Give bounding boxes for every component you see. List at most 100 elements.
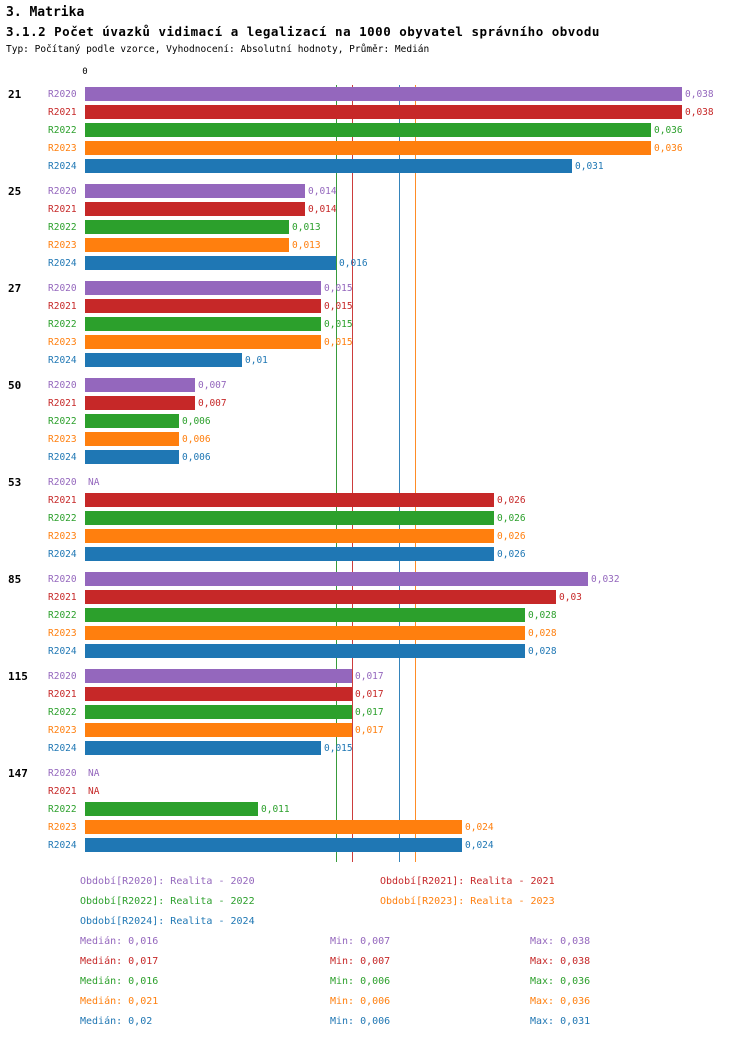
bar-zone: 0,026 [85,545,750,563]
value-bar [85,123,651,137]
stat-max-R2021: Max: 0,038 [530,956,591,967]
value-bar [85,669,352,683]
value-label: 0,028 [528,645,557,657]
bar-group-27: 27 R2020 0,015 R2021 0,015 R2022 0,015 R2023 0,0… [0,279,750,369]
bar-zone: 0,017 [85,667,750,685]
value-bar [85,141,651,155]
series-label: R2020 [48,670,77,682]
stat-median-R2023: Medián: 0,021 [80,996,159,1007]
bar-row: R2022 0,013 [0,218,750,236]
bar-row: 50 R2020 0,007 [0,376,750,394]
value-label: 0,015 [324,742,353,754]
stat-median-R2022: Medián: 0,016 [80,976,159,987]
value-label: 0,015 [324,336,353,348]
bar-group-53: 53 R2020 NA R2021 0,026 R2022 0,026 R2023 0,026 R… [0,473,750,563]
bar-group-25: 25 R2020 0,014 R2021 0,014 R2022 0,013 R2023 0,0… [0,182,750,272]
stat-max-R2022: Max: 0,036 [530,976,591,987]
stat-min-R2023: Min: 0,006 [330,996,391,1007]
value-label: 0,014 [308,203,337,215]
value-bar [85,432,179,446]
series-label: R2023 [48,239,77,251]
bar-row: R2024 0,01 [0,351,750,369]
value-bar [85,396,195,410]
bar-row: R2021 0,015 [0,297,750,315]
series-label: R2021 [48,397,77,409]
value-bar [85,608,525,622]
series-label: R2022 [48,221,77,233]
series-label: R2022 [48,318,77,330]
bar-row: R2022 0,011 [0,800,750,818]
value-bar [85,820,462,834]
series-label: R2024 [48,839,77,851]
series-label: R2020 [48,185,77,197]
value-bar [85,547,494,561]
bar-row: R2022 0,015 [0,315,750,333]
series-label: R2023 [48,530,77,542]
value-label: 0,03 [559,591,582,603]
legend-item-R2022: Období[R2022]: Realita - 2022 [80,896,255,907]
bar-zone: NA [85,764,750,782]
series-label: R2023 [48,627,77,639]
series-label: R2020 [48,767,77,779]
bar-row: R2022 0,006 [0,412,750,430]
value-label: 0,031 [575,160,604,172]
bar-row: 27 R2020 0,015 [0,279,750,297]
chart-meta: Typ: Počítaný podle vzorce, Vyhodnocení:… [6,44,430,55]
series-label: R2021 [48,300,77,312]
series-label: R2024 [48,742,77,754]
bar-zone: 0,007 [85,376,750,394]
series-label: R2021 [48,203,77,215]
stat-min-R2021: Min: 0,007 [330,956,391,967]
bar-zone: 0,014 [85,200,750,218]
bar-zone: 0,032 [85,570,750,588]
chart-subtitle: 3.1.2 Počet úvazků vidimací a legalizací… [6,24,600,39]
series-label: R2022 [48,415,77,427]
value-bar [85,572,588,586]
bar-row: 53 R2020 NA [0,473,750,491]
series-label: R2020 [48,573,77,585]
value-bar [85,317,321,331]
stat-max-R2024: Max: 0,031 [530,1016,591,1027]
value-bar [85,705,352,719]
value-bar [85,741,321,755]
series-label: R2024 [48,160,77,172]
value-label: 0,014 [308,185,337,197]
bar-group-50: 50 R2020 0,007 R2021 0,007 R2022 0,006 R2023 0,0… [0,376,750,466]
group-label: 21 [8,87,22,101]
bar-zone: 0,024 [85,818,750,836]
value-label: 0,026 [497,548,526,560]
series-label: R2022 [48,609,77,621]
legend-item-R2024: Období[R2024]: Realita - 2024 [80,916,255,927]
bar-row: R2024 0,015 [0,739,750,757]
series-label: R2020 [48,282,77,294]
bar-zone: 0,026 [85,527,750,545]
value-label: 0,036 [654,124,683,136]
value-bar [85,238,289,252]
series-label: R2022 [48,706,77,718]
series-label: R2020 [48,476,77,488]
bar-zone: 0,006 [85,448,750,466]
value-label: NA [88,785,100,797]
bar-group-147: 147 R2020 NA R2021 NA R2022 0,011 R2023 0,024 R20… [0,764,750,854]
group-label: 85 [8,572,22,586]
value-label: NA [88,767,100,779]
bar-row: R2023 0,006 [0,430,750,448]
value-label: NA [88,476,100,488]
bar-zone: 0,038 [85,85,750,103]
value-bar [85,723,352,737]
bar-row: R2024 0,016 [0,254,750,272]
legend-item-R2021: Období[R2021]: Realita - 2021 [380,876,555,887]
value-label: 0,007 [198,397,227,409]
bar-zone: 0,026 [85,509,750,527]
bar-zone: NA [85,473,750,491]
bar-zone: 0,006 [85,412,750,430]
bar-group-85: 85 R2020 0,032 R2021 0,03 R2022 0,028 R2023 0,02… [0,570,750,660]
bar-group-115: 115 R2020 0,017 R2021 0,017 R2022 0,017 R2023 0,… [0,667,750,757]
bar-row: R2022 0,017 [0,703,750,721]
series-label: R2022 [48,124,77,136]
bar-zone: 0,007 [85,394,750,412]
page-title: 3. Matrika [6,5,85,20]
bar-zone: 0,014 [85,182,750,200]
bar-zone: 0,015 [85,739,750,757]
